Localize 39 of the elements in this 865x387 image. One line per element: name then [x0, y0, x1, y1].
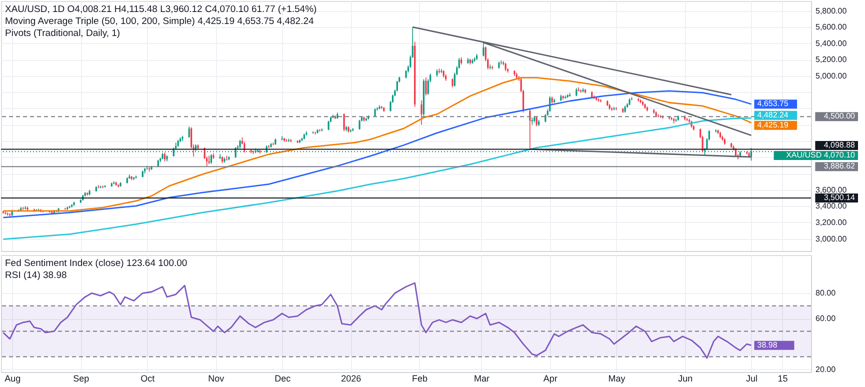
x-tick-label: 2026: [341, 374, 362, 384]
x-tick-label: Sep: [73, 374, 90, 384]
y-tick-label: 60.00: [816, 314, 836, 324]
data-label: 4,425.19: [757, 120, 789, 130]
x-tick-label: Oct: [140, 374, 156, 384]
y-tick-label: 5,600.00: [816, 22, 848, 32]
text: Moving Average Triple (50, 100, 200, Simple) 4,425.19 4,653.75 4,482.24: [5, 16, 314, 27]
y-tick-label: 80.00: [816, 288, 836, 298]
y-tick-label: 3,600.00: [816, 185, 848, 194]
y-tick-label: 20.00: [816, 364, 836, 374]
y-tick-label: 3,400.00: [816, 202, 848, 211]
y-tick-label: 5,800.00: [816, 6, 848, 16]
x-tick-label: Nov: [208, 374, 225, 384]
ref-line-label: 4,500.00: [824, 112, 856, 121]
x-tick-label: Mar: [474, 374, 490, 384]
data-label: 4,653.75: [757, 99, 789, 108]
y-tick-label: 5,400.00: [816, 38, 848, 48]
ref-line-label: 3,500.14: [824, 193, 856, 202]
data-label: 4,482.24: [757, 110, 789, 120]
chart-title: XAU/USD, 1D O4,008.21 H4,115.48 L3,960.12 C4,070.10 61.77 (+1.54%): [5, 4, 317, 15]
annotation: RSI (14) 38.98: [5, 270, 67, 281]
y-tick-label: 3,000.00: [816, 234, 848, 244]
x-tick-label: Apr: [543, 374, 558, 384]
x-tick-label: Jun: [678, 374, 693, 384]
y-tick-label: 3,200.00: [816, 218, 848, 227]
x-tick-label: Feb: [412, 374, 428, 384]
x-tick-label: Dec: [274, 374, 292, 384]
y-tick-label: 5,200.00: [816, 55, 848, 64]
y-tick-label: 5,000.00: [816, 71, 848, 80]
ref-line-label: XAU/USD 4,070.10: [786, 150, 856, 160]
annotation: Pivots (Traditional, Daily, 1): [5, 28, 120, 39]
ref-line-label: 4,098.88: [824, 140, 856, 150]
annotation: Fed Sentiment Index (close) 123.64 100.00: [5, 258, 188, 269]
x-tick-label: 15: [778, 374, 788, 384]
x-tick-label: Jul: [746, 374, 758, 384]
ref-line-label: 3,886.62: [824, 162, 856, 171]
x-tick-label: Aug: [4, 374, 21, 384]
data-label: 38.98: [757, 340, 778, 350]
x-tick-label: May: [608, 374, 626, 384]
